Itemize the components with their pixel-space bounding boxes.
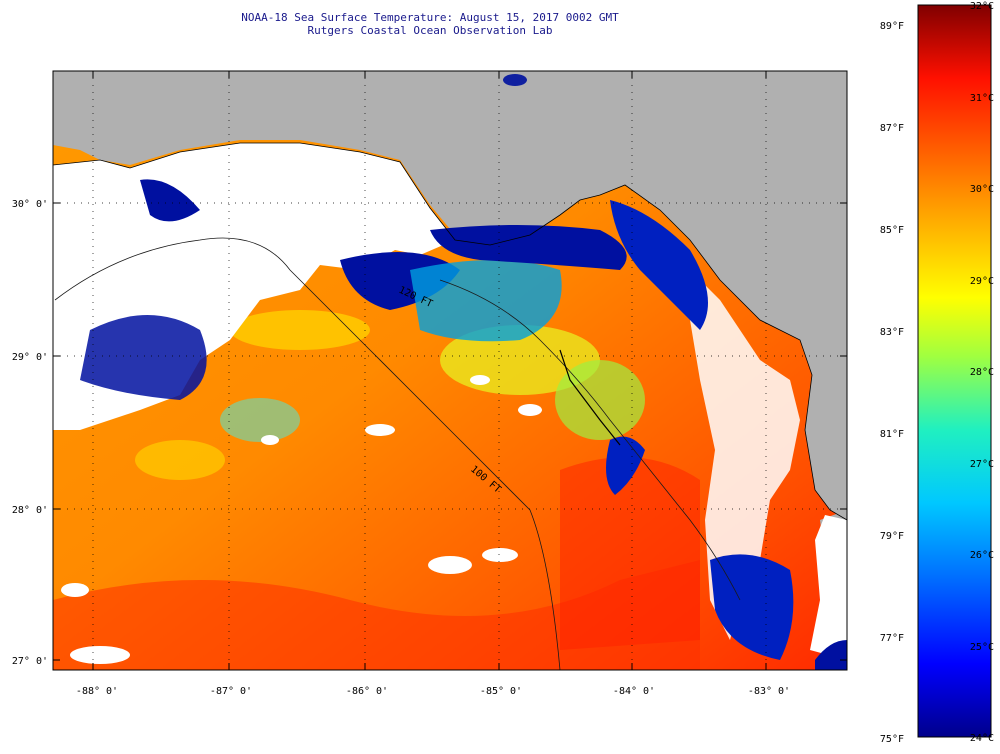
f-label-87: 87°F: [880, 123, 904, 134]
lat-label-28: 28° 0': [12, 505, 48, 516]
map-subtitle: Rutgers Coastal Ocean Observation Lab: [307, 24, 553, 37]
isobath-100ft: [54, 237, 561, 670]
lat-label-30: 30° 0': [12, 199, 48, 210]
lon-label-84: -84° 0': [613, 686, 655, 697]
c-label-29: 29°C: [970, 276, 994, 287]
map-ticks: [53, 71, 847, 670]
c-label-27: 27°C: [970, 459, 994, 470]
lon-label-86: -86° 0': [346, 686, 388, 697]
lat-label-27: 27° 0': [12, 656, 48, 667]
land-area: [53, 71, 847, 520]
f-label-77: 77°F: [880, 633, 904, 644]
colorbar: [917, 4, 992, 738]
coastline: [53, 142, 847, 521]
c-label-28: 28°C: [970, 367, 994, 378]
map-title: NOAA-18 Sea Surface Temperature: August …: [241, 11, 619, 24]
lat-label-29: 29° 0': [12, 352, 48, 363]
c-label-25: 25°C: [970, 642, 994, 653]
c-label-32: 32°C: [970, 1, 994, 12]
lon-label-85: -85° 0': [480, 686, 522, 697]
map-area: [53, 71, 847, 670]
c-label-26: 26°C: [970, 550, 994, 561]
map-frame: [52, 70, 848, 671]
f-label-83: 83°F: [880, 327, 904, 338]
c-label-30: 30°C: [970, 184, 994, 195]
colorbar-fahrenheit-scale: 89°F 87°F 85°F 83°F 81°F 79°F 77°F 75°F: [880, 21, 904, 745]
lon-label-87: -87° 0': [210, 686, 252, 697]
f-label-85: 85°F: [880, 225, 904, 236]
c-label-31: 31°C: [970, 93, 994, 104]
f-label-89: 89°F: [880, 21, 904, 32]
isobath-120ft: [439, 279, 741, 601]
f-label-75: 75°F: [880, 734, 904, 745]
lon-label-88: -88° 0': [76, 686, 118, 697]
f-label-81: 81°F: [880, 429, 904, 440]
c-label-24: 24°C: [970, 733, 994, 744]
f-label-79: 79°F: [880, 531, 904, 542]
lon-label-83: -83° 0': [748, 686, 790, 697]
colorbar-celsius-scale: 32°C 31°C 30°C 29°C 28°C 27°C 26°C 25°C …: [970, 1, 994, 744]
